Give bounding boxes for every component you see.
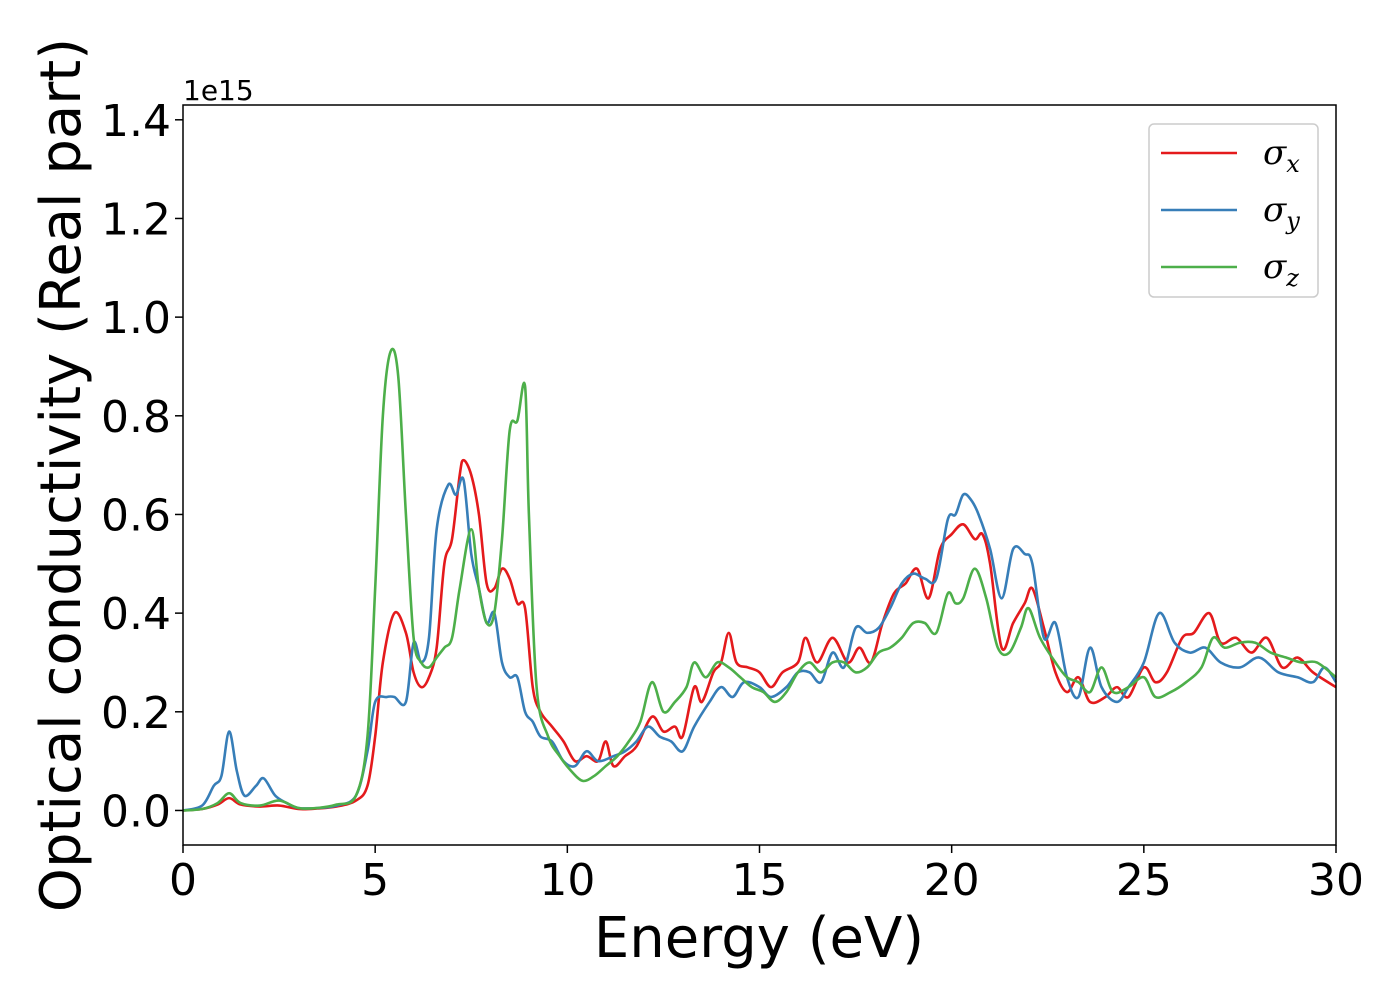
- y-axis-ticks: 0.0 0.2 0.4 0.6 0.8 1.0 1.2 1.4: [101, 96, 183, 837]
- y-tick-label: 0.0: [101, 786, 171, 837]
- x-axis-label: Energy (eV): [594, 906, 924, 971]
- y-offset-label: 1e15: [183, 74, 254, 107]
- series-line-x: [182, 458, 1337, 812]
- x-axis-ticks: 0 5 10 15 20 25 30: [169, 845, 1364, 906]
- plot-area: [183, 105, 1336, 845]
- series-line-y: [182, 476, 1338, 812]
- y-tick-label: 0.8: [101, 392, 171, 443]
- y-tick-label: 1.4: [101, 96, 171, 147]
- x-tick-label: 20: [924, 855, 980, 906]
- x-tick-label: 10: [539, 855, 595, 906]
- x-tick-label: 25: [1116, 855, 1172, 906]
- y-tick-label: 0.6: [101, 490, 171, 541]
- legend-label-y: σy: [1263, 190, 1300, 235]
- y-axis-label: Optical conductivity (Real part): [29, 38, 94, 912]
- y-tick-label: 1.2: [101, 194, 171, 245]
- x-tick-label: 0: [169, 855, 197, 906]
- x-tick-label: 15: [732, 855, 788, 906]
- series-line-z: [182, 347, 1337, 812]
- series-layer: [182, 347, 1338, 812]
- x-tick-label: 30: [1308, 855, 1364, 906]
- y-tick-label: 0.2: [101, 688, 171, 739]
- y-tick-label: 0.4: [101, 589, 171, 640]
- x-tick-label: 5: [361, 855, 389, 906]
- y-tick-label: 1.0: [101, 293, 171, 344]
